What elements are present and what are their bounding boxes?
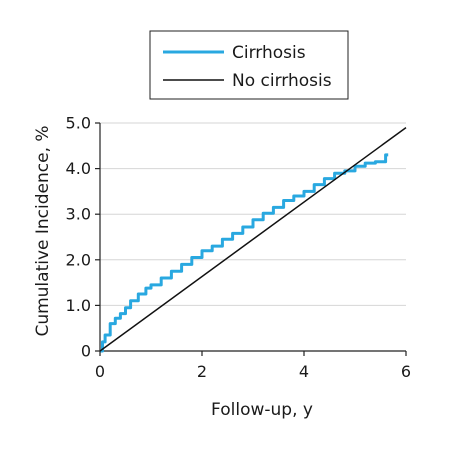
y-tick-label-1: 1.0 [66,296,91,315]
y-tick-label-4: 4.0 [66,159,91,178]
y-axis-title: Cumulative Incidence, % [33,125,53,336]
x-tick-label-1: 2 [197,362,207,381]
y-tick-label-2: 2.0 [66,250,91,269]
series-layer [99,126,407,353]
series-line-no-cirrhosis [99,126,407,352]
grid-layer [100,122,406,306]
y-tick-label-0: 0 [81,342,91,361]
ticks-layer: 0 1.0 2.0 3.0 4.0 5.0 0 2 4 6 [66,114,412,382]
legend-box [149,30,349,100]
axes-layer [99,123,406,352]
x-tick-label-0: 0 [95,362,105,381]
y-tick-label-3: 3.0 [66,205,91,224]
x-tick-label-3: 6 [401,362,411,381]
legend: Cirrhosis No cirrhosis [149,30,349,100]
legend-label-cirrhosis: Cirrhosis [232,43,306,63]
x-tick-label-2: 4 [299,362,309,381]
series-line-cirrhosis [100,153,389,353]
x-axis-title: Follow-up, y [211,400,313,420]
legend-label-no-cirrhosis: No cirrhosis [232,71,332,91]
y-tick-label-5: 5.0 [66,114,91,133]
